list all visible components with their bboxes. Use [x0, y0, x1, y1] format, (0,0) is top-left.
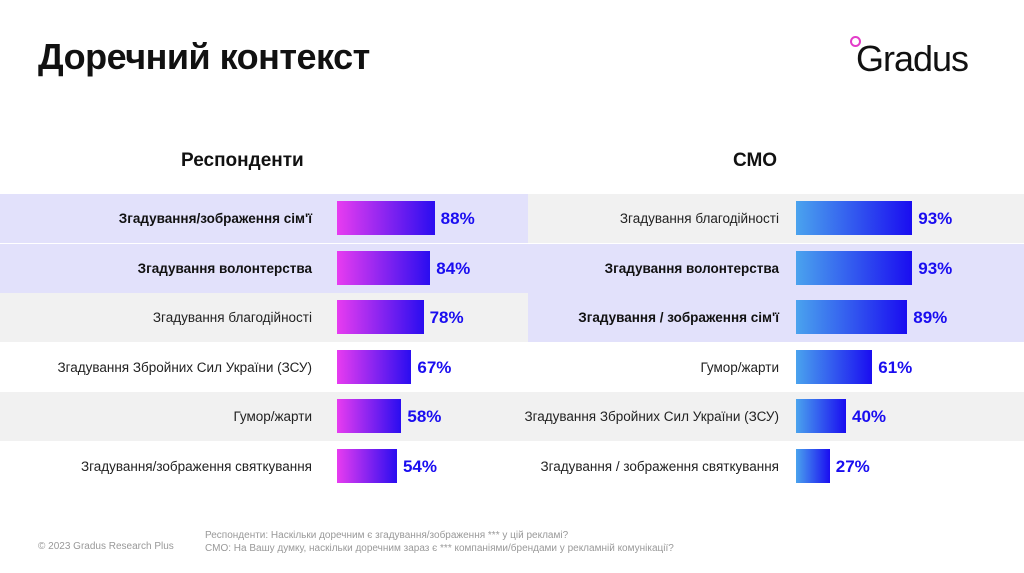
category-label: Згадування/зображення сім'ї [118, 211, 312, 226]
cmo-row [528, 293, 1024, 343]
bar [337, 250, 431, 285]
bar [796, 399, 846, 434]
value-label: 89% [913, 308, 948, 328]
respondents-row [0, 194, 528, 243]
category-label: Згадування благодійності [152, 310, 312, 326]
respondents-row [0, 243, 528, 293]
value-label: 40% [852, 407, 887, 427]
cmo-row [528, 194, 1024, 243]
bar [337, 300, 424, 335]
category-label: Згадування благодійності [619, 211, 779, 226]
bar [796, 250, 913, 285]
respondents-row [0, 293, 528, 343]
value-label: 54% [402, 457, 437, 476]
logo: Gradus [856, 38, 969, 79]
value-label: 88% [440, 209, 475, 228]
value-label: 78% [429, 308, 464, 328]
bar [796, 300, 908, 335]
category-label: Гумор/жарти [233, 409, 312, 425]
bar [337, 449, 397, 483]
chart-title-cmo: СМО [733, 150, 778, 171]
value-label: 58% [407, 407, 442, 427]
value-label: 27% [835, 457, 870, 476]
footnote-cmo: СМО: На Вашу думку, наскільки доречним з… [205, 543, 674, 554]
footnote-respondents: Респонденти: Наскільки доречним є згадув… [205, 530, 569, 541]
bar [796, 349, 873, 384]
chart-title-respondents: Респонденти [181, 150, 304, 171]
value-label: 84% [436, 258, 471, 278]
category-label: Згадування Збройних Сил України (ЗСУ) [524, 409, 779, 425]
bar [337, 349, 412, 384]
bar [337, 399, 402, 434]
category-label: Згадування / зображення святкування [540, 459, 779, 474]
value-label: 67% [417, 357, 452, 377]
copyright: © 2023 Gradus Research Plus [38, 541, 174, 552]
cmo-row [528, 392, 1024, 442]
respondents-row [0, 392, 528, 442]
category-label: Згадування/зображення святкування [80, 459, 312, 474]
value-label: 93% [918, 258, 953, 278]
bar [337, 201, 435, 235]
category-label: Гумор/жарти [700, 359, 779, 375]
category-label: Згадування волонтерства [604, 260, 779, 276]
value-label: 93% [918, 209, 953, 228]
logo-dot-icon [850, 36, 861, 47]
category-label: Згадування / зображення сім'ї [578, 310, 779, 326]
page-title: Доречний контекст [38, 36, 370, 77]
category-label: Згадування волонтерства [137, 260, 312, 276]
category-label: Згадування Збройних Сил України (ЗСУ) [57, 359, 312, 375]
bar [796, 201, 913, 235]
cmo-row [528, 243, 1024, 293]
value-label: 61% [878, 357, 913, 377]
bar [796, 449, 830, 483]
